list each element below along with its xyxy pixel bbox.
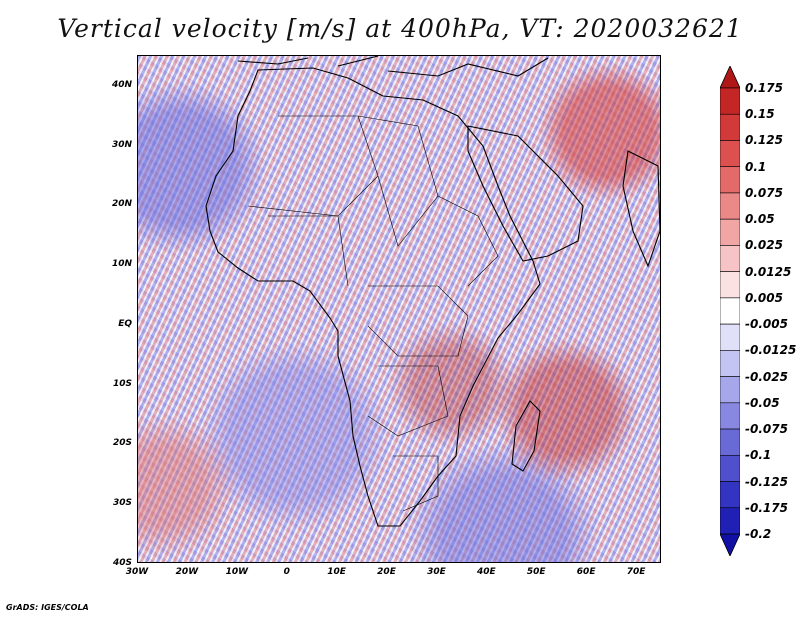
colorbar-label: -0.1	[745, 448, 772, 463]
colorbar-segment	[720, 245, 740, 272]
colorbar-segment	[720, 507, 740, 535]
colorbar-label: -0.075	[745, 422, 788, 437]
colorbar-label: -0.005	[745, 317, 788, 332]
colorbar-segment	[720, 454, 740, 482]
colorbar-label: -0.0125	[745, 343, 797, 358]
longitude-label: 20W	[175, 567, 199, 577]
colorbar-segment	[720, 113, 740, 141]
colorbar-label: 0.15	[745, 107, 775, 122]
colorbar-segment	[720, 271, 740, 299]
longitude-label: 20E	[377, 567, 396, 577]
map-plot-area	[137, 55, 661, 563]
africa-coastline	[205, 67, 541, 527]
coastline-overlay	[205, 56, 660, 527]
latitude-label: 30N	[111, 139, 132, 150]
longitude-label: 60E	[576, 567, 596, 577]
latitude-label: 10S	[112, 378, 132, 389]
colorbar-label: 0.025	[745, 238, 783, 253]
colorbar-label: -0.05	[745, 395, 780, 410]
europe-coastline	[237, 56, 549, 77]
latitude-label: 40N	[111, 79, 132, 90]
colorbar-segment	[720, 350, 740, 377]
longitude-label: 40E	[476, 567, 496, 577]
colorbar-segment	[720, 87, 740, 115]
colorbar-label: -0.025	[745, 369, 788, 384]
arabia-coastline	[467, 125, 584, 262]
longitude-label: 10W	[225, 567, 249, 577]
latitude-label: 40S	[112, 558, 132, 568]
colorbar-label: 0.1	[745, 159, 767, 174]
colorbar-label: -0.125	[745, 474, 788, 489]
colorbar-segment	[720, 402, 740, 430]
colorbar-label: 0.075	[745, 185, 783, 200]
india-coastline	[622, 150, 660, 268]
colorbar-segment	[720, 140, 740, 168]
longitude-label: 30W	[125, 567, 149, 577]
colorbar-segment	[720, 192, 740, 220]
longitude-label: 70E	[626, 567, 646, 577]
colorbar-label: 0.175	[745, 81, 783, 95]
map-title: Vertical velocity [m/s] at 400hPa, VT: 2…	[57, 14, 743, 43]
colorbar-label: 0.05	[745, 212, 775, 227]
colorbar-segment	[720, 166, 740, 194]
longitude-label: 30E	[427, 567, 446, 577]
colorbar-segment	[720, 218, 740, 246]
latitude-label: 30S	[112, 498, 132, 509]
latitude-label: EQ	[118, 318, 132, 329]
colorbar-label: 0.005	[745, 290, 783, 305]
latitude-label: 20N	[111, 199, 132, 210]
colorbar-segment	[720, 376, 740, 404]
longitude-label: 50E	[526, 567, 546, 577]
colorbar-label: -0.175	[745, 500, 788, 515]
footer-credit: GrADS: IGES/COLA	[6, 603, 89, 612]
colorbar-segment	[720, 428, 740, 456]
colorbar-label: 0.125	[745, 133, 783, 148]
colorbar-segment	[720, 481, 740, 509]
colorbar-segment	[720, 323, 740, 351]
latitude-label: 10N	[111, 259, 132, 270]
colorbar-label: 0.0125	[745, 264, 792, 279]
colorbar	[720, 66, 740, 556]
madagascar-coastline	[511, 400, 541, 472]
longitude-label: 10E	[327, 567, 346, 577]
colorbar-top-arrow	[720, 66, 740, 89]
latitude-label: 20S	[112, 438, 132, 449]
longitude-label: 0	[283, 567, 290, 577]
colorbar-segment	[720, 297, 740, 325]
colorbar-bottom-arrow	[720, 533, 740, 556]
colorbar-label: -0.2	[745, 527, 772, 541]
